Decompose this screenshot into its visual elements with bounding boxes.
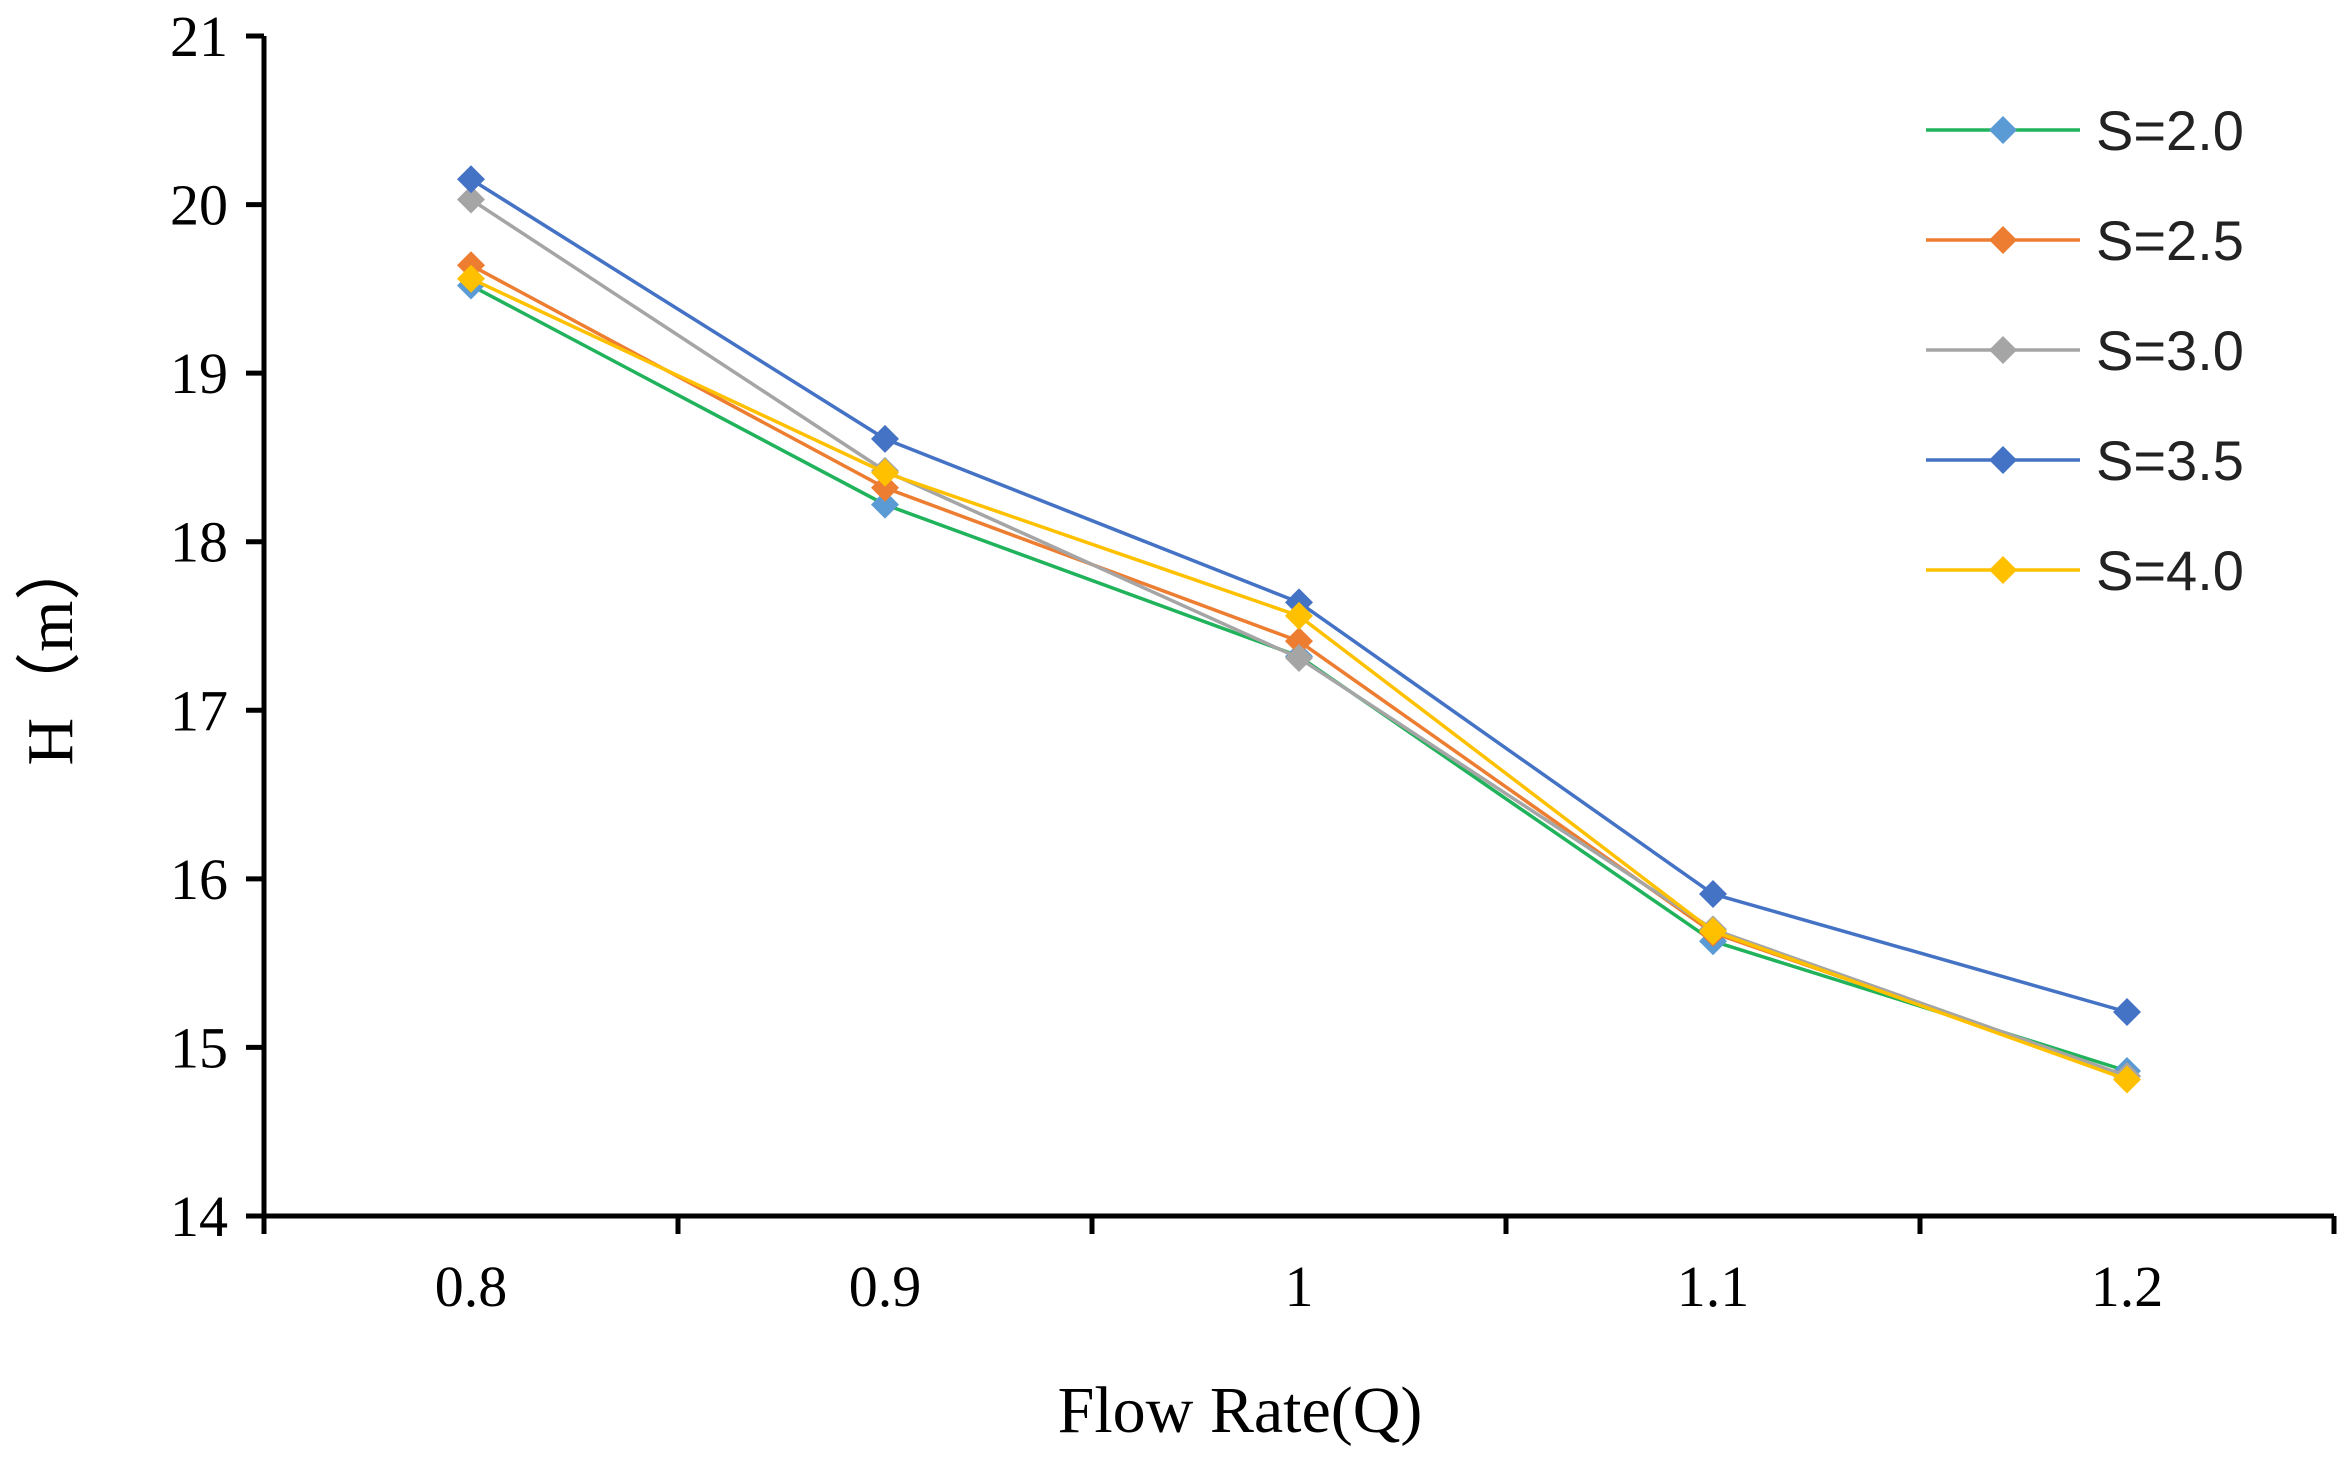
y-tick-label: 20: [170, 173, 228, 238]
legend-marker: [1989, 116, 2017, 144]
data-point: [457, 185, 485, 214]
x-axis-title: Flow Rate(Q): [1058, 1374, 1423, 1447]
x-tick-label: 1.1: [1677, 1254, 1750, 1319]
legend-marker: [1989, 446, 2017, 474]
data-point: [457, 264, 485, 293]
legend-label: S=2.0: [2096, 99, 2244, 162]
data-point: [1285, 644, 1313, 673]
x-tick-label: 0.8: [435, 1254, 508, 1319]
legend-item: S=3.0: [1926, 319, 2244, 382]
data-point: [1699, 880, 1727, 909]
legend-item: S=4.0: [1926, 539, 2244, 602]
x-tick-label: 1.2: [2091, 1254, 2164, 1319]
y-tick-label: 16: [170, 847, 228, 912]
data-point: [1285, 601, 1313, 630]
y-tick-label: 14: [170, 1184, 228, 1249]
legend-label: S=4.0: [2096, 539, 2244, 602]
y-tick-label: 15: [170, 1015, 228, 1080]
legend-item: S=2.5: [1926, 209, 2244, 272]
x-tick-label: 0.9: [849, 1254, 922, 1319]
series-S=4.0: [457, 264, 2141, 1094]
x-tick-label: 1: [1285, 1254, 1314, 1319]
y-tick-label: 17: [170, 678, 228, 743]
data-point: [2113, 1065, 2141, 1094]
data-point: [871, 490, 899, 519]
legend-label: S=3.5: [2096, 429, 2244, 492]
data-point: [457, 165, 485, 194]
legend-label: S=2.5: [2096, 209, 2244, 272]
y-tick-label: 21: [170, 4, 228, 69]
legend-item: S=3.5: [1926, 429, 2244, 492]
y-tick-label: 18: [170, 510, 228, 575]
legend-marker: [1989, 226, 2017, 254]
data-point: [871, 424, 899, 453]
legend-label: S=3.0: [2096, 319, 2244, 382]
legend-marker: [1989, 336, 2017, 364]
series-line: [470, 283, 2128, 1073]
data-point: [2113, 998, 2141, 1027]
series-S=3.5: [457, 165, 2141, 1027]
axes: 14 15 16 17 18 19 20 21 0.8 0.9 1 1.1 1.2: [170, 4, 2337, 1319]
data-point: [871, 458, 899, 487]
legend: S=2.0 S=2.5 S=3.0 S=3.5 S=4.0: [1926, 99, 2244, 602]
y-tick-label: 19: [170, 341, 228, 406]
data-point: [871, 473, 899, 502]
legend-item: S=2.0: [1926, 99, 2244, 162]
data-point: [1699, 917, 1727, 946]
legend-marker: [1989, 556, 2017, 584]
data-point: [1285, 627, 1313, 656]
series-layer: [457, 165, 2141, 1094]
y-axis-title: H（m）: [14, 535, 87, 766]
